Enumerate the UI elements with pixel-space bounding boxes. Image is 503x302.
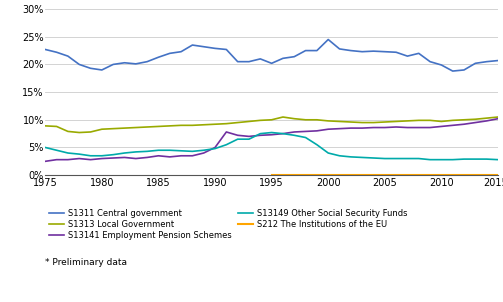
Text: * Preliminary data: * Preliminary data [45,258,127,267]
Legend: S1311 Central government, S1313 Local Government, S13141 Employment Pension Sche: S1311 Central government, S1313 Local Go… [49,209,407,240]
